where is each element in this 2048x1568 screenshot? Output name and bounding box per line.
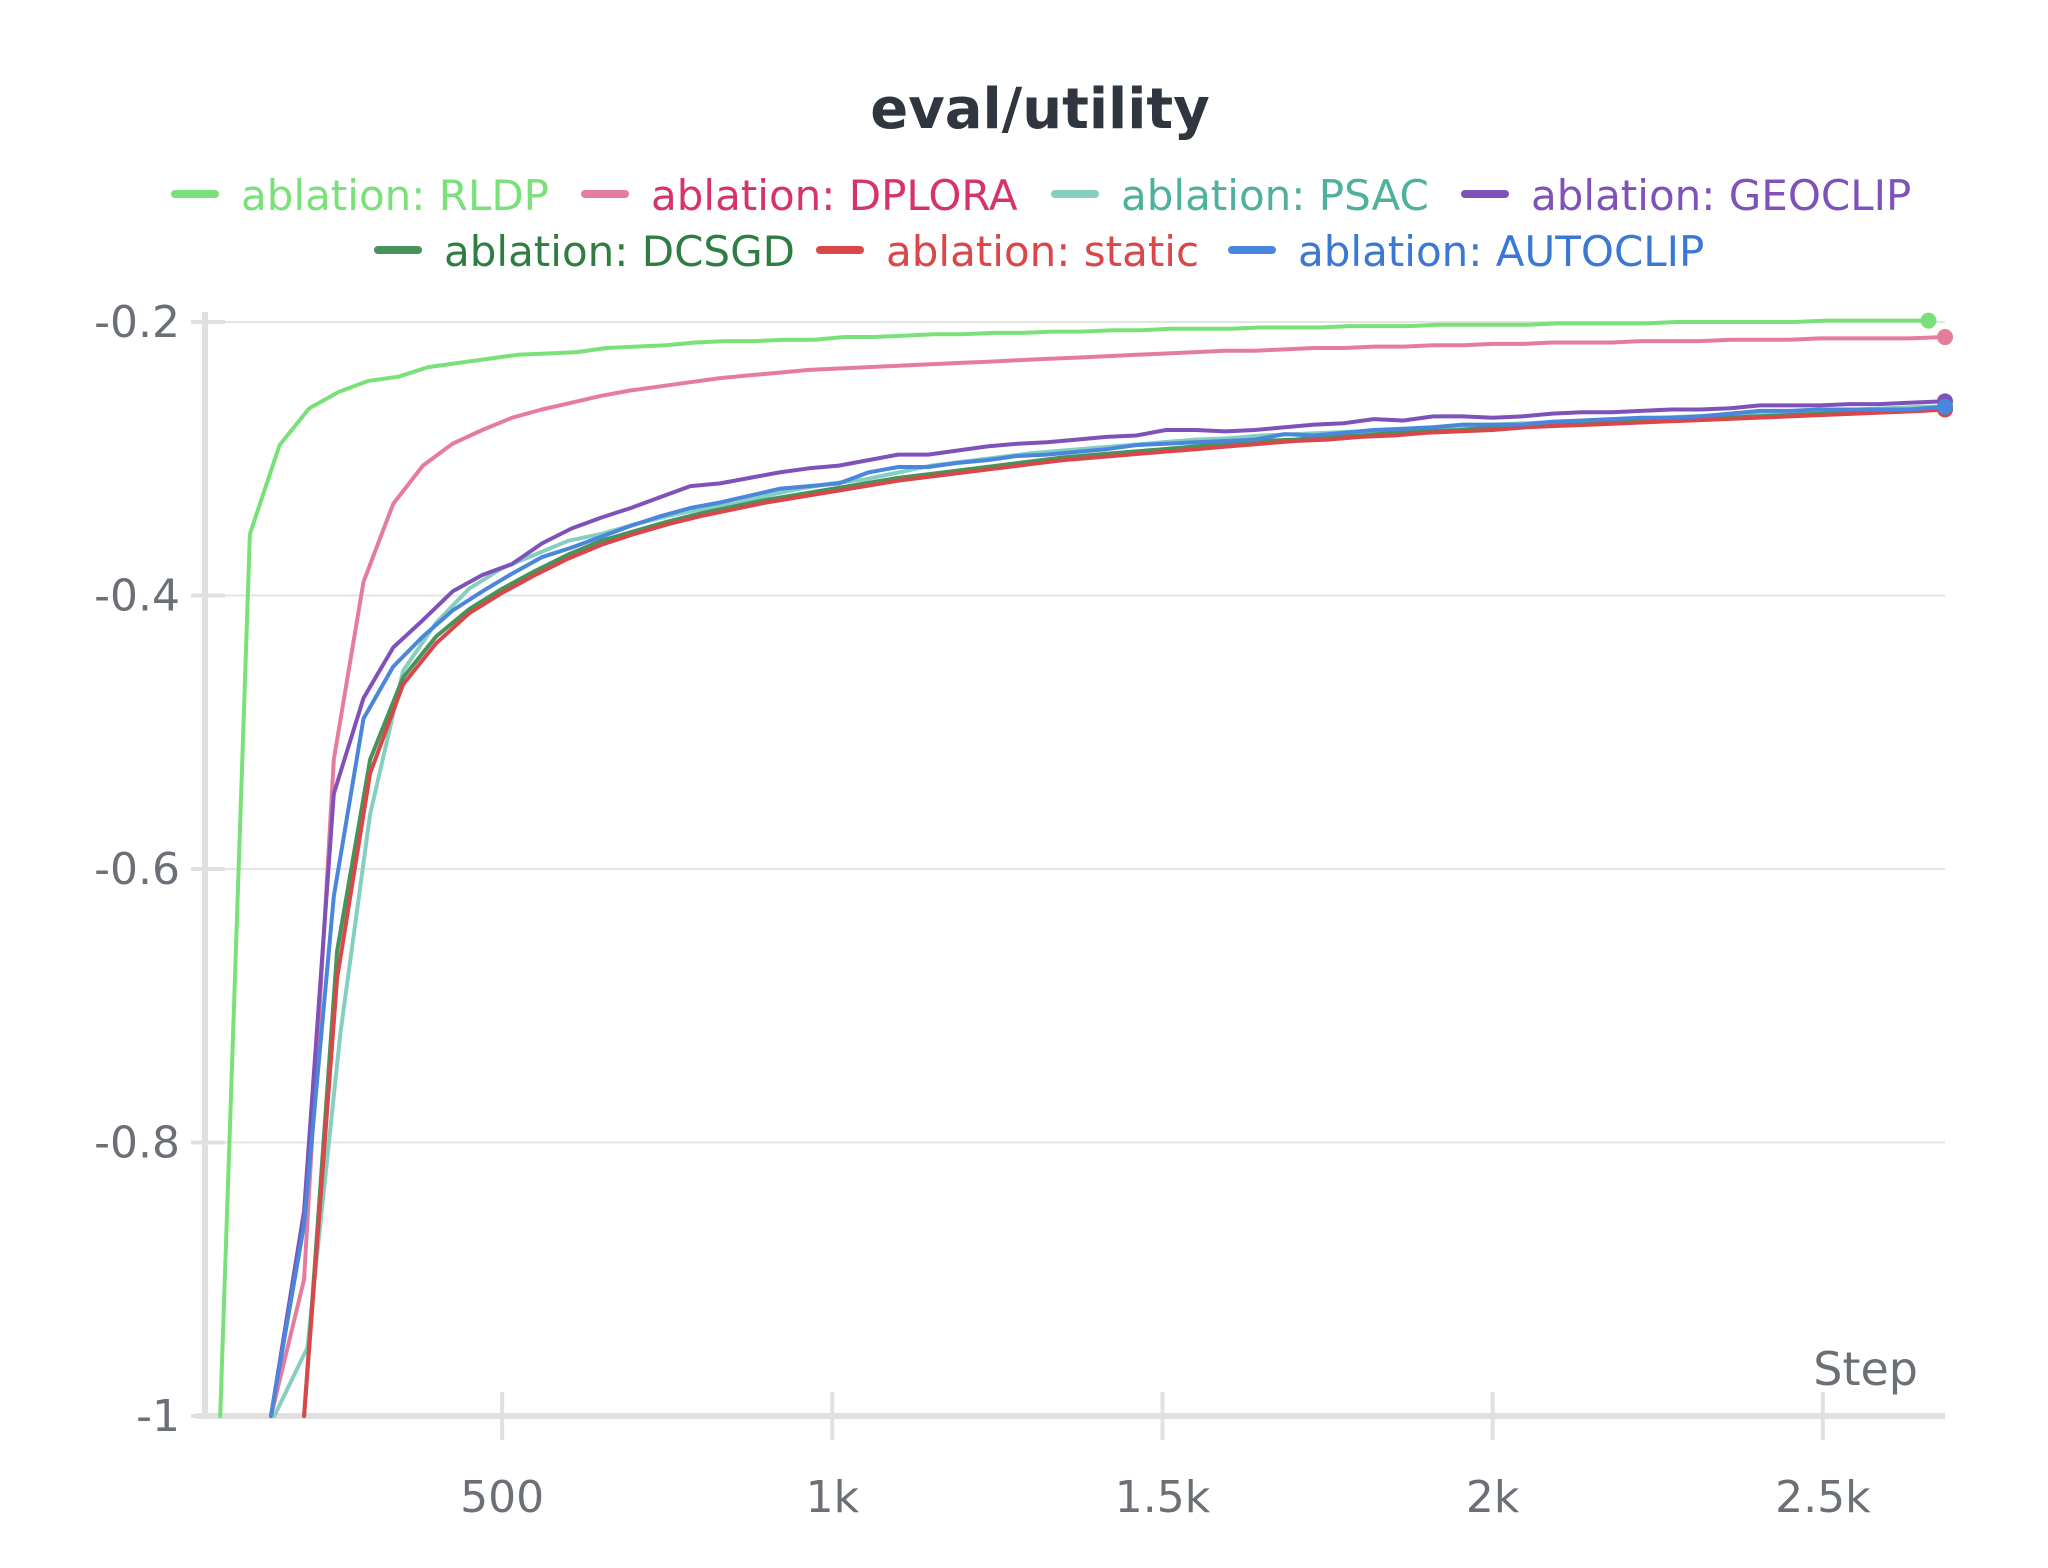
series-line-3: [272, 404, 1947, 1418]
legend-label: ablation: AUTOCLIP: [1298, 227, 1704, 276]
x-tick-label: 2k: [1466, 1472, 1520, 1523]
series-end-point-2: [1937, 329, 1953, 346]
series-end-point-7: [1937, 398, 1953, 415]
gridlines: [205, 321, 1945, 1144]
series-line-6: [302, 407, 1947, 1418]
x-tick-label: 500: [460, 1472, 544, 1523]
legend-label: ablation: RLDP: [241, 171, 549, 220]
chart-title: eval/utility: [870, 77, 1209, 142]
series-line-5: [302, 406, 1947, 1418]
legend-label: ablation: static: [886, 227, 1199, 276]
series-line-7: [269, 404, 1947, 1418]
y-tick-label: -1: [136, 1391, 180, 1442]
x-tick-label: 1k: [806, 1472, 860, 1523]
series-line-1: [218, 318, 1931, 1418]
x-tick-label: 1.5k: [1115, 1472, 1211, 1523]
x-tick-label: 2.5k: [1775, 1472, 1871, 1523]
plot-area: [218, 312, 1953, 1418]
legend-label: ablation: PSAC: [1121, 171, 1429, 220]
y-tick-label: -0.4: [94, 571, 180, 622]
y-tick-label: -0.2: [94, 297, 180, 348]
y-tick-label: -0.8: [94, 1118, 180, 1169]
series-line-2: [269, 335, 1947, 1418]
legend: ablation: RLDP ablation: DPLORA ablation: …: [171, 171, 1911, 276]
series-end-point-1: [1920, 312, 1937, 329]
legend-label: ablation: GEOCLIP: [1531, 171, 1911, 220]
legend-label: ablation: DPLORA: [651, 171, 1018, 220]
x-axis-label: Step: [1813, 1342, 1918, 1396]
legend-label: ablation: DCSGD: [444, 227, 795, 276]
y-tick-label: -0.6: [94, 844, 180, 895]
series-line-4: [269, 399, 1947, 1418]
axes: -0.2 -0.4 -0.6 -0.8 -1 500 1k 1.5k 2k 2.5k: [94, 297, 1945, 1523]
